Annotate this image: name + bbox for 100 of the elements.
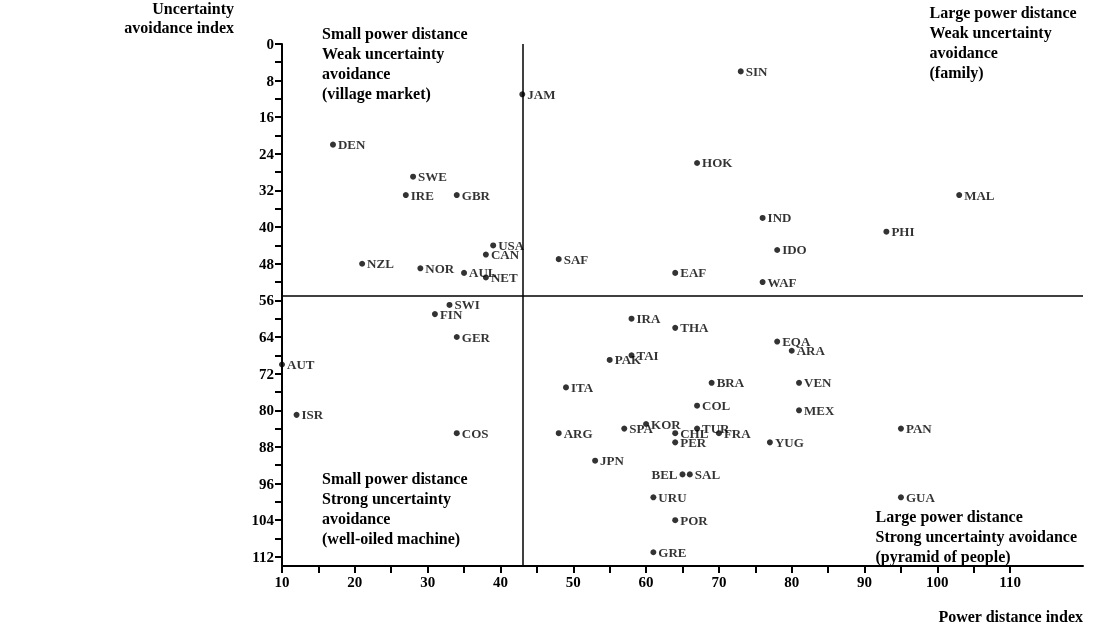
y-tick-label: 56	[259, 292, 275, 309]
point	[490, 242, 497, 249]
x-tick-label: 20	[347, 573, 363, 590]
x-tick-label: 110	[999, 573, 1022, 590]
point	[897, 425, 904, 432]
point	[592, 457, 599, 464]
series-label: PHI	[891, 224, 915, 240]
point	[453, 430, 460, 437]
series-label: COS	[461, 425, 489, 441]
series-label: COL	[702, 398, 731, 414]
x-tick-label: 30	[420, 573, 436, 590]
point	[956, 192, 963, 199]
point	[650, 549, 657, 556]
point	[883, 228, 890, 235]
series-label: IRA	[636, 311, 661, 327]
point	[453, 334, 460, 341]
point	[359, 260, 366, 267]
y-tick-label: 0	[266, 35, 274, 52]
point	[279, 361, 285, 368]
x-tick-label: 40	[492, 573, 508, 590]
y-tick-label: 64	[259, 329, 275, 346]
point	[606, 356, 613, 363]
series-label: SWE	[418, 169, 447, 185]
point	[774, 338, 781, 345]
point	[563, 384, 569, 391]
point	[461, 269, 468, 276]
point	[672, 324, 679, 331]
point	[446, 301, 453, 308]
x-tick-label: 50	[565, 573, 581, 590]
point	[694, 159, 701, 166]
series-label: JAM	[527, 86, 556, 102]
series-label: EAF	[680, 265, 707, 281]
point	[759, 279, 766, 286]
point	[621, 425, 628, 432]
x-axis-title: Power distance index	[938, 607, 1083, 625]
point	[402, 192, 409, 199]
series-label: GER	[461, 329, 491, 345]
point	[482, 251, 489, 258]
series-label: HOK	[702, 155, 734, 171]
series-label: IRE	[410, 187, 434, 203]
point	[796, 379, 803, 386]
y-tick-label: 88	[259, 438, 274, 455]
series-label: IND	[767, 210, 792, 226]
x-tick-label: 100	[926, 573, 949, 590]
series-label: NZL	[367, 256, 395, 272]
y-tick-label: 80	[259, 402, 274, 419]
x-tick-label: 60	[638, 573, 654, 590]
series-label: BEL	[651, 466, 678, 482]
point	[431, 311, 438, 318]
x-tick-label: 10	[274, 573, 290, 590]
point	[694, 402, 701, 409]
point	[329, 141, 336, 148]
series-label: DEN	[337, 137, 367, 153]
point	[897, 494, 904, 501]
series-label: JPN	[600, 453, 625, 469]
series-label: ISR	[301, 407, 324, 423]
y-tick-label: 40	[259, 219, 274, 236]
series-label: MAL	[964, 187, 995, 203]
point	[708, 379, 715, 386]
series-label: GBR	[461, 187, 491, 203]
point	[672, 269, 679, 276]
y-tick-label: 48	[259, 255, 274, 272]
y-tick-label: 32	[259, 182, 274, 199]
series-label: MEX	[804, 402, 835, 418]
y-tick-label: 24	[259, 145, 275, 162]
series-label: AUT	[287, 356, 315, 372]
series-label: ITA	[570, 379, 594, 395]
series-label: POR	[680, 512, 709, 528]
y-axis-title: Uncertainty avoidance index	[124, 0, 234, 36]
y-tick-label: 112	[252, 548, 274, 565]
series-label: VEN	[804, 375, 833, 391]
series-label: WAF	[767, 274, 797, 290]
point	[417, 265, 424, 272]
series-label: YUG	[774, 434, 804, 450]
point	[766, 439, 773, 446]
y-tick-label: 72	[259, 365, 274, 382]
point	[672, 439, 679, 446]
series-label: THA	[680, 320, 709, 336]
annotation: Large power distance Weak uncertainty avoidance (family)	[929, 3, 1077, 82]
annotation: Small power distance Weak uncertainty avoidance (village market)	[322, 24, 468, 103]
series-label: SIN	[745, 63, 769, 79]
point	[410, 173, 417, 180]
point	[759, 214, 766, 221]
series-label: SAL	[694, 466, 721, 482]
x-tick-label: 80	[784, 573, 800, 590]
series-label: SAF	[563, 251, 589, 267]
point	[774, 246, 781, 253]
point	[672, 517, 679, 524]
y-tick-label: 104	[251, 512, 275, 529]
y-tick-label: 16	[259, 109, 275, 126]
point	[293, 411, 300, 418]
series-label: GRE	[658, 544, 687, 560]
y-tick-label: 96	[259, 475, 275, 492]
series-label: PAN	[905, 421, 933, 437]
point	[737, 68, 744, 75]
point	[555, 430, 562, 437]
point	[686, 471, 693, 478]
point	[796, 407, 803, 414]
y-tick-label: 8	[266, 72, 274, 89]
series-label: GUA	[905, 489, 936, 505]
